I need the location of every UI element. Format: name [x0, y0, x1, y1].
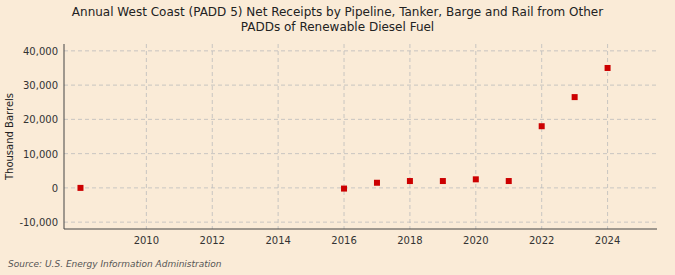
x-tick-label: 2018	[397, 235, 422, 246]
x-tick-label: 2024	[595, 235, 620, 246]
point	[572, 94, 578, 100]
y-grid-line	[64, 222, 657, 223]
y-grid-line	[64, 85, 657, 86]
point	[539, 123, 545, 129]
point	[341, 186, 347, 192]
point	[440, 178, 446, 184]
x-tick-label: 2014	[265, 235, 290, 246]
x-grid-line	[541, 44, 542, 229]
annotation: Source: U.S. Energy Information Administ…	[8, 259, 222, 269]
x-tick-label: 2022	[529, 235, 554, 246]
x-grid-line	[475, 44, 476, 229]
background	[0, 0, 675, 275]
x-axis-line	[64, 229, 657, 230]
y-grid-line	[64, 153, 657, 154]
y-tick-label: 20,000	[23, 114, 58, 125]
x-grid-line	[344, 44, 345, 229]
x-tick-label: 2020	[463, 235, 488, 246]
y-axis-line	[64, 44, 65, 229]
y-tick-label: 30,000	[23, 80, 58, 91]
x-grid-line	[409, 44, 410, 229]
title-line: Annual West Coast (PADD 5) Net Receipts …	[72, 5, 603, 19]
y-tick-label: -10,000	[19, 217, 58, 228]
x-grid-line	[146, 44, 147, 229]
y-grid-line	[64, 50, 657, 51]
y-tick-label: 0	[52, 183, 58, 194]
x-tick-label: 2012	[200, 235, 225, 246]
title: Annual West Coast (PADD 5) Net Receipts …	[72, 5, 603, 34]
points	[77, 65, 610, 192]
x-grid-line	[278, 44, 279, 229]
x-tick-label: 2010	[134, 235, 159, 246]
x-grid-line	[212, 44, 213, 229]
point	[605, 65, 611, 71]
point	[506, 178, 512, 184]
y-tick-label: 10,000	[23, 149, 58, 160]
chart: Annual West Coast (PADD 5) Net Receipts …	[0, 0, 675, 275]
title-line: PADDs of Renewable Diesel Fuel	[241, 20, 434, 34]
x-grid-line	[607, 44, 608, 229]
y-tick-label: 40,000	[23, 46, 58, 57]
point	[473, 176, 479, 182]
y-grid-line	[64, 187, 657, 188]
grid	[64, 44, 657, 229]
point	[374, 180, 380, 186]
point	[407, 178, 413, 184]
point	[77, 185, 83, 191]
y-grid-line	[64, 119, 657, 120]
y-axis-label: Thousand Barrels	[4, 93, 15, 181]
x-tick-label: 2016	[331, 235, 356, 246]
